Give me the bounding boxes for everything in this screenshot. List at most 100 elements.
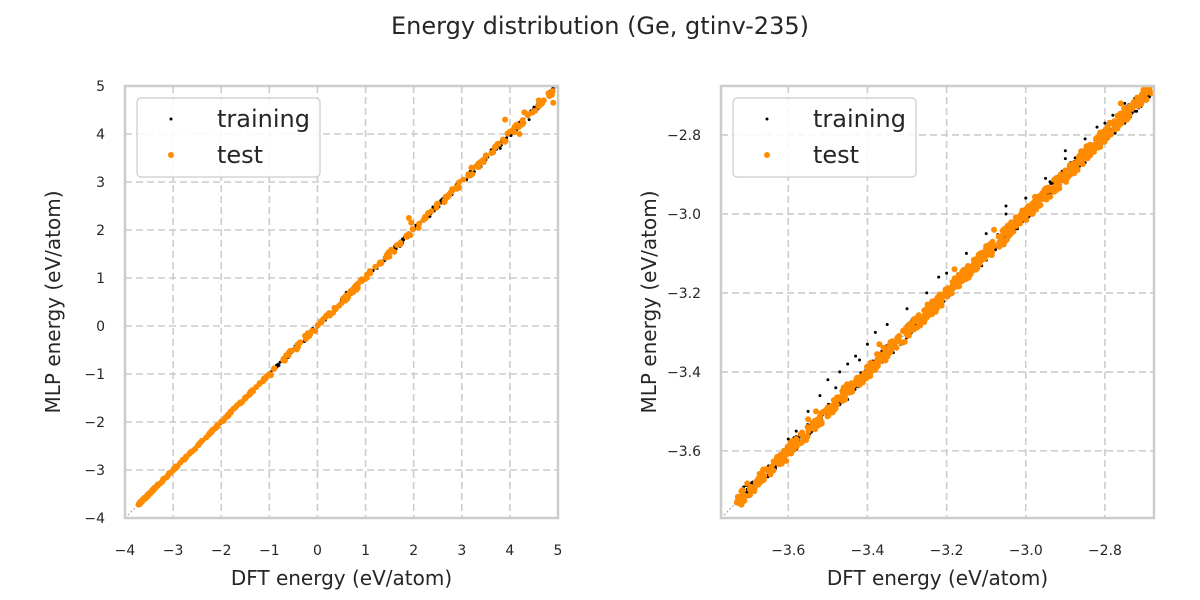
test-point <box>1113 120 1120 127</box>
test-point <box>135 501 142 508</box>
test-point <box>550 99 557 106</box>
test-point <box>1117 100 1124 107</box>
test-point <box>804 433 811 440</box>
y-axis-label: MLP energy (eV/atom) <box>41 190 65 413</box>
test-point <box>1047 193 1054 200</box>
test-point <box>830 397 837 404</box>
test-point <box>208 429 215 436</box>
legend-training-label: training <box>217 105 310 133</box>
x-tick-label: 1 <box>361 543 370 559</box>
training-point <box>1044 176 1048 180</box>
test-point <box>506 128 513 135</box>
y-tick-label: −3 <box>84 463 105 479</box>
test-point <box>477 158 484 165</box>
training-point <box>826 378 830 382</box>
test-point <box>511 123 518 130</box>
test-point <box>768 467 775 474</box>
test-point <box>232 404 239 411</box>
test-point <box>1062 167 1069 174</box>
y-axis-label: MLP energy (eV/atom) <box>637 190 661 413</box>
test-point <box>475 164 482 171</box>
training-point <box>873 330 877 334</box>
test-point <box>936 293 943 300</box>
training-point <box>834 386 838 390</box>
test-point <box>1022 206 1029 213</box>
test-point <box>876 341 883 348</box>
test-point <box>1014 214 1021 221</box>
test-point <box>456 179 463 186</box>
test-point <box>214 422 221 429</box>
test-point <box>521 109 528 116</box>
test-point <box>1094 139 1101 146</box>
test-point <box>911 316 918 323</box>
test-point <box>501 138 508 145</box>
test-point <box>897 339 904 346</box>
test-point <box>468 164 475 171</box>
test-point <box>1040 191 1047 198</box>
test-point <box>1141 92 1148 99</box>
test-point <box>397 239 404 246</box>
test-point <box>1074 166 1081 173</box>
test-point <box>1019 212 1026 219</box>
training-point <box>498 146 502 150</box>
training-point <box>858 358 862 362</box>
test-point <box>179 456 186 463</box>
test-point <box>774 458 781 465</box>
training-point <box>937 275 941 279</box>
test-point <box>873 361 880 368</box>
test-point <box>404 232 411 239</box>
test-point <box>455 184 462 191</box>
test-point <box>1032 196 1039 203</box>
test-point <box>951 275 958 282</box>
x-tick-label: −1 <box>259 543 280 559</box>
test-point <box>160 476 167 483</box>
test-point <box>170 467 177 474</box>
test-point <box>367 270 374 277</box>
training-point <box>1135 109 1139 113</box>
test-point <box>416 220 423 227</box>
test-point <box>881 355 888 362</box>
test-point <box>1063 174 1070 181</box>
left-scatter-panel: −4 −3 −2 −1 0 1 2 3 4 5 −4 −3 −2 −1 0 1 2 3 4 5 DFT energy (… <box>41 79 562 590</box>
training-point <box>1063 157 1067 161</box>
test-point <box>788 439 795 446</box>
test-point <box>884 345 891 352</box>
test-point <box>409 225 416 232</box>
figure-title: Energy distribution (Ge, gtinv-235) <box>391 12 809 40</box>
test-point <box>905 332 912 339</box>
training-point <box>806 409 810 413</box>
y-tick-label: −2 <box>84 415 105 431</box>
y-tick-label: −1 <box>84 367 105 383</box>
test-point <box>812 426 819 433</box>
test-point <box>824 404 831 411</box>
x-tick-label: −3.0 <box>1009 543 1043 559</box>
test-point <box>1119 118 1126 125</box>
y-tick-label: −3.6 <box>667 444 701 460</box>
legend-test-marker <box>168 152 174 158</box>
legend-box <box>136 97 321 178</box>
test-point <box>929 298 936 305</box>
x-tick-label: −3.4 <box>850 543 884 559</box>
test-point <box>1042 187 1049 194</box>
training-point <box>277 363 281 367</box>
legend-box <box>732 97 917 178</box>
test-point <box>951 266 958 273</box>
test-point <box>944 293 951 300</box>
training-point <box>509 133 513 137</box>
x-tick-label: −2 <box>211 543 232 559</box>
x-tick-label: −3.2 <box>930 543 964 559</box>
training-point <box>1004 204 1008 208</box>
training-point <box>786 437 790 441</box>
test-point <box>378 259 385 266</box>
test-point <box>904 325 911 332</box>
test-point <box>324 312 331 319</box>
training-point <box>1113 131 1117 135</box>
training-point <box>1083 137 1087 141</box>
test-point <box>744 480 751 487</box>
y-tick-label: −3.2 <box>667 286 701 302</box>
test-point <box>868 360 875 367</box>
test-point <box>1121 108 1128 115</box>
plot-marks <box>125 86 558 518</box>
test-point <box>1096 131 1103 138</box>
test-point <box>843 390 850 397</box>
